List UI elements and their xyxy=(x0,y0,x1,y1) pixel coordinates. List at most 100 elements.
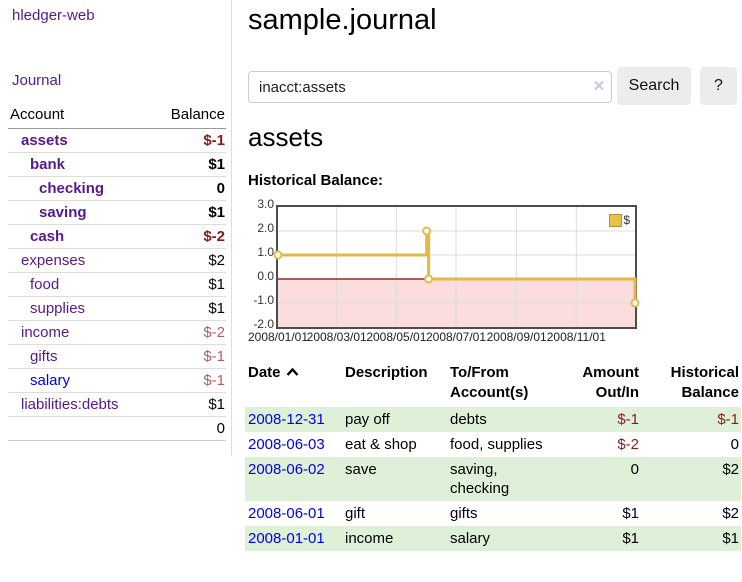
account-balance: $-1 xyxy=(151,344,226,369)
search-button[interactable]: Search xyxy=(617,67,691,105)
account-balance: $1 xyxy=(151,200,226,225)
account-row: cash $-2 xyxy=(8,224,226,249)
account-balance: $1 xyxy=(151,152,226,177)
x-tick-label: 2008/07/01 xyxy=(425,330,487,344)
sort-ascending-icon xyxy=(286,363,299,383)
transaction-accounts: debts xyxy=(447,407,551,432)
transaction-accounts: gifts xyxy=(450,505,478,522)
chart-plot: $ xyxy=(273,205,640,329)
account-heading: assets xyxy=(248,122,324,152)
y-tick-label: 3.0 xyxy=(257,197,274,211)
account-row: checking 0 xyxy=(8,176,226,201)
transaction-accounts: salary xyxy=(447,526,551,551)
transaction-row: 2008-06-01 gift gifts $1 $2 xyxy=(245,501,741,526)
transaction-date-link[interactable]: 2008-06-02 xyxy=(248,461,325,478)
date-column-header[interactable]: Date xyxy=(245,361,342,407)
account-row: supplies $1 xyxy=(8,296,226,321)
transaction-balance: $2 xyxy=(722,505,739,522)
account-balance: $1 xyxy=(151,272,226,297)
account-link-gifts[interactable]: gifts xyxy=(30,348,58,365)
transaction-description: pay off xyxy=(342,407,447,432)
transaction-accounts: saving, checking xyxy=(447,457,551,501)
x-tick-label: 2008/01/01 xyxy=(247,330,309,344)
y-tick-label: -1.0 xyxy=(253,293,274,307)
account-balance: 0 xyxy=(151,176,226,201)
accounts-total-row: 0 xyxy=(8,416,226,441)
legend-label: $ xyxy=(623,213,630,227)
transaction-accounts: food, supplies xyxy=(450,436,543,453)
register-header-row: Date Description To/From Account(s) Amoun… xyxy=(245,361,741,407)
accounts-table: Account Balance assets $-1 bank $1 check… xyxy=(8,103,226,441)
clear-search-icon[interactable]: ✕ xyxy=(592,78,606,95)
accounts-column-header: To/From Account(s) xyxy=(450,364,529,401)
transaction-balance: $-1 xyxy=(641,407,741,432)
accounts-table-header: Account Balance xyxy=(8,103,226,129)
account-balance: $1 xyxy=(151,392,226,417)
transaction-date-link[interactable]: 2008-06-01 xyxy=(248,505,325,522)
account-balance: $2 xyxy=(151,248,226,273)
app-brand-link[interactable]: hledger-web xyxy=(12,7,95,24)
account-link-assets[interactable]: assets xyxy=(21,132,68,149)
transaction-description: income xyxy=(342,526,447,551)
account-link-food[interactable]: food xyxy=(30,276,60,293)
account-link-income[interactable]: income xyxy=(21,324,70,341)
transaction-amount: 0 xyxy=(551,457,641,501)
account-link-saving[interactable]: saving xyxy=(39,204,87,221)
y-tick-label: 2.0 xyxy=(257,221,274,235)
account-balance: $-2 xyxy=(151,320,226,345)
account-column-header: Account xyxy=(8,103,152,129)
transaction-description: save xyxy=(342,457,447,501)
register-table: Date Description To/From Account(s) Amoun… xyxy=(245,361,741,551)
x-tick-label: 2008/09/01 xyxy=(486,330,547,344)
account-link-expenses[interactable]: expenses xyxy=(21,252,86,269)
description-column-header: Description xyxy=(345,364,428,381)
transaction-balance: 0 xyxy=(730,436,739,453)
transaction-row: 2008-06-03 eat & shop food, supplies $-2… xyxy=(245,432,741,457)
account-balance: $-1 xyxy=(151,368,226,393)
sidebar-item-journal[interactable]: Journal xyxy=(12,72,62,89)
transaction-amount: $1 xyxy=(622,505,639,522)
historical-balance-chart: $ 3.0 2.0 1.0 0.0 -1.0 -2.0 2008/01/01 2008/03… xyxy=(247,197,742,348)
main-panel: sample.journal ✕ Search ? assets Histori… xyxy=(245,0,742,582)
account-row: salary $-1 xyxy=(8,368,226,393)
account-row: assets $-1 xyxy=(8,128,226,153)
sidebar: hledger-web Journal Account Balance asse… xyxy=(0,0,232,456)
transaction-date-link[interactable]: 2008-06-03 xyxy=(248,436,325,453)
transaction-row: 2008-01-01 income salary $1 $1 xyxy=(245,526,741,551)
y-tick-label: 0.0 xyxy=(257,269,274,283)
account-link-salary[interactable]: salary xyxy=(30,372,71,389)
account-row: expenses $2 xyxy=(8,248,226,273)
accounts-total-value: 0 xyxy=(151,416,226,441)
chart-title: Historical Balance: xyxy=(248,172,384,189)
x-tick-label: 2008/05/01 xyxy=(366,330,427,344)
y-tick-label: -2.0 xyxy=(253,317,274,331)
balance-column-header: Balance xyxy=(151,103,226,129)
account-balance: $-2 xyxy=(151,224,226,249)
balance-column-header: Historical Balance xyxy=(670,364,739,401)
account-link-supplies[interactable]: supplies xyxy=(30,300,86,317)
account-link-bank[interactable]: bank xyxy=(30,156,66,173)
transaction-amount: $-1 xyxy=(551,407,641,432)
transaction-description: gift xyxy=(345,505,366,522)
x-tick-label: 2008/03/01 xyxy=(306,330,367,344)
transaction-description: eat & shop xyxy=(345,436,417,453)
transaction-amount: $-2 xyxy=(617,436,639,453)
transaction-date-link[interactable]: 2008-01-01 xyxy=(248,530,325,547)
amount-column-header: Amount Out/In xyxy=(582,364,639,401)
help-button[interactable]: ? xyxy=(700,67,737,105)
transaction-row: 2008-06-02 save saving, checking 0 $2 xyxy=(245,457,741,501)
account-row: bank $1 xyxy=(8,152,226,177)
search-input[interactable] xyxy=(248,71,612,103)
legend-swatch-icon xyxy=(609,213,623,227)
page-title: sample.journal xyxy=(248,4,437,36)
transaction-row: 2008-12-31 pay off debts $-1 $-1 xyxy=(245,407,741,432)
y-tick-label: 1.0 xyxy=(257,245,274,259)
transaction-date-link[interactable]: 2008-12-31 xyxy=(248,411,325,428)
transaction-amount: $1 xyxy=(551,526,641,551)
account-row: food $1 xyxy=(8,272,226,297)
x-tick-label: 2008/11/01 xyxy=(546,330,606,344)
account-link-cash[interactable]: cash xyxy=(30,228,65,245)
account-balance: $-1 xyxy=(151,128,226,153)
account-link-checking[interactable]: checking xyxy=(39,180,105,197)
account-link-liabilities-debts[interactable]: liabilities:debts xyxy=(21,396,119,413)
